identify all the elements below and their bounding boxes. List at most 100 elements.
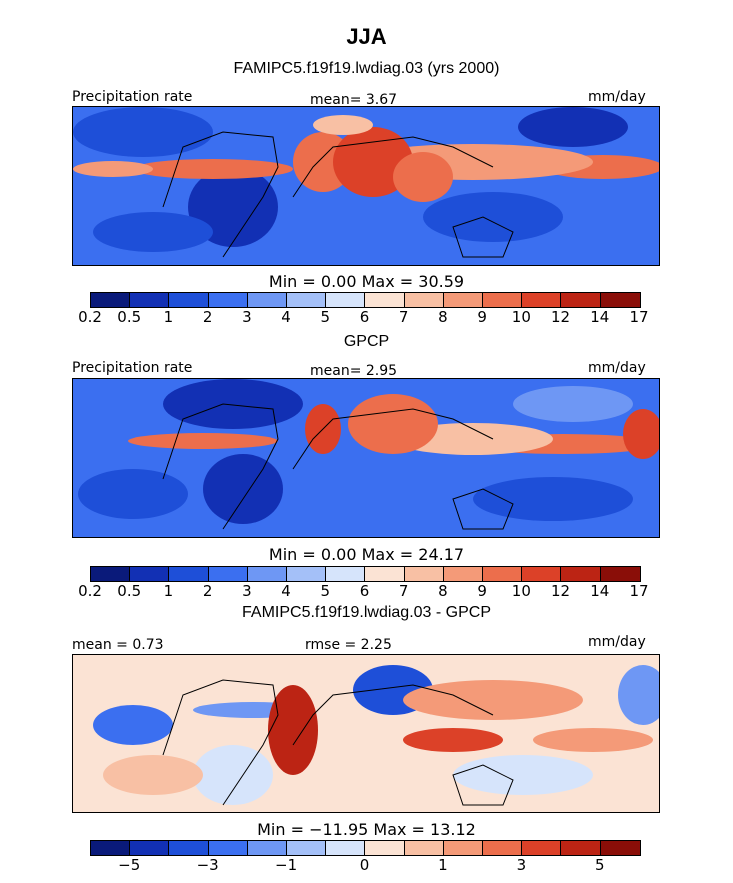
colorbar-cell <box>561 841 601 855</box>
panel2-mean-label: mean= 2.95 <box>310 363 398 379</box>
colorbar-tick-label: −1 <box>275 856 298 874</box>
colorbar-cell <box>600 567 640 581</box>
colorbar-tick-label: 8 <box>438 582 448 600</box>
panel1-units-label: mm/day <box>588 89 646 105</box>
colorbar-tick-label: 9 <box>477 308 487 326</box>
panel2-colorbar <box>90 566 641 582</box>
colorbar-tick-label: 0 <box>359 856 370 874</box>
colorbar-cell <box>91 567 131 581</box>
panel1-dry-region <box>423 192 563 242</box>
panel1-map <box>72 106 660 266</box>
colorbar-cell <box>326 841 366 855</box>
panel3-positive-region <box>268 685 318 775</box>
model-subtitle: FAMIPC5.f19f19.lwdiag.03 (yrs 2000) <box>233 60 500 77</box>
colorbar-tick-label: 12 <box>551 582 571 600</box>
colorbar-tick-label: 12 <box>551 308 571 326</box>
colorbar-tick-label: 1 <box>163 582 174 600</box>
colorbar-tick-label: 3 <box>242 582 252 600</box>
colorbar-cell <box>443 841 484 855</box>
colorbar-cell <box>287 841 327 855</box>
colorbar-cell <box>169 567 209 581</box>
panel2-wet-region <box>623 409 659 459</box>
colorbar-tick-label: 6 <box>359 308 370 326</box>
panel3-title: FAMIPC5.f19f19.lwdiag.03 - GPCP <box>242 604 491 621</box>
colorbar-cell <box>247 293 288 307</box>
panel3-minmax: Min = −11.95 Max = 13.12 <box>257 820 476 839</box>
colorbar-cell <box>404 293 444 307</box>
panel1-wet-region <box>393 152 453 202</box>
colorbar-cell <box>365 841 405 855</box>
panel1-colorbar <box>90 292 641 308</box>
panel2-wet-region <box>348 394 438 454</box>
colorbar-tick-label: 7 <box>398 582 409 600</box>
panel1-coastline <box>162 131 514 258</box>
colorbar-tick-label: 14 <box>590 582 610 600</box>
panel2-minmax: Min = 0.00 Max = 24.17 <box>268 545 465 564</box>
panel1-mean-label: mean= 3.67 <box>310 92 398 108</box>
colorbar-tick-label: 10 <box>511 582 531 600</box>
panel3-rmse-label: rmse = 2.25 <box>305 637 392 653</box>
colorbar-tick-label: 7 <box>398 308 409 326</box>
colorbar-tick-label: 0.5 <box>117 308 142 326</box>
panel1-minmax: Min = 0.00 Max = 30.59 <box>268 272 465 291</box>
panel3-map <box>72 654 660 813</box>
colorbar-cell <box>130 841 170 855</box>
colorbar-cell <box>91 841 131 855</box>
panel2-wet-region <box>128 433 278 449</box>
panel1-wet-region <box>73 161 153 177</box>
colorbar-cell <box>208 841 248 855</box>
colorbar-tick-label: 3 <box>242 308 252 326</box>
panel1-colorbar-ticks: 0.2 0.5 1 2 3 4 5 6 7 8 9 10 12 14 17 <box>78 308 648 326</box>
colorbar-cell <box>443 567 484 581</box>
panel1-wet-region <box>313 115 373 135</box>
panel2-colorbar-ticks: 0.2 0.5 1 2 3 4 5 6 7 8 9 10 12 14 17 <box>78 582 648 600</box>
colorbar-cell <box>247 841 288 855</box>
colorbar-tick-label: 2 <box>202 308 213 326</box>
colorbar-cell <box>561 293 601 307</box>
colorbar-tick-label: 6 <box>359 582 370 600</box>
colorbar-tick-label: 4 <box>281 308 291 326</box>
colorbar-cell <box>287 293 327 307</box>
colorbar-tick-label: 9 <box>477 582 487 600</box>
panel2-coastline <box>162 403 514 530</box>
panel1-dry-region <box>93 212 213 252</box>
colorbar-cell <box>600 293 640 307</box>
colorbar-cell <box>169 841 209 855</box>
colorbar-cell <box>130 567 170 581</box>
colorbar-tick-label: −5 <box>118 856 141 874</box>
panel3-positive-region <box>103 755 203 795</box>
colorbar-cell <box>443 293 484 307</box>
panel3-negative-region <box>618 665 659 725</box>
colorbar-tick-label: 5 <box>595 856 605 874</box>
panel2-title: GPCP <box>343 333 390 350</box>
colorbar-tick-label: 2 <box>202 582 213 600</box>
colorbar-cell <box>522 293 562 307</box>
panel2-units-label: mm/day <box>588 360 646 376</box>
colorbar-cell <box>561 567 601 581</box>
colorbar-cell <box>365 293 405 307</box>
panel3-positive-region <box>533 728 653 752</box>
colorbar-tick-label: 3 <box>516 856 527 874</box>
colorbar-cell <box>247 567 288 581</box>
colorbar-tick-label: 14 <box>590 308 610 326</box>
panel3-positive-region <box>403 680 583 720</box>
colorbar-cell <box>208 293 248 307</box>
panel3-negative-region <box>453 755 593 795</box>
panel3-coastline <box>162 679 514 806</box>
colorbar-tick-label: 8 <box>438 308 448 326</box>
panel2-dry-region <box>78 469 188 519</box>
colorbar-tick-label: 4 <box>281 582 291 600</box>
colorbar-tick-label: 0.5 <box>117 582 142 600</box>
colorbar-tick-label: 1 <box>438 856 448 874</box>
colorbar-tick-label: −3 <box>196 856 219 874</box>
colorbar-cell <box>404 841 444 855</box>
colorbar-tick-label: 17 <box>629 308 649 326</box>
panel2-variable-label: Precipitation rate <box>72 360 193 376</box>
panel3-negative-region <box>193 745 273 805</box>
colorbar-tick-label: 5 <box>320 582 331 600</box>
panel1-wet-region <box>133 159 293 179</box>
panel3-units-label: mm/day <box>588 634 646 650</box>
panel2-dry-region <box>513 386 633 422</box>
panel3-negative-region <box>93 705 173 745</box>
colorbar-cell <box>326 567 366 581</box>
